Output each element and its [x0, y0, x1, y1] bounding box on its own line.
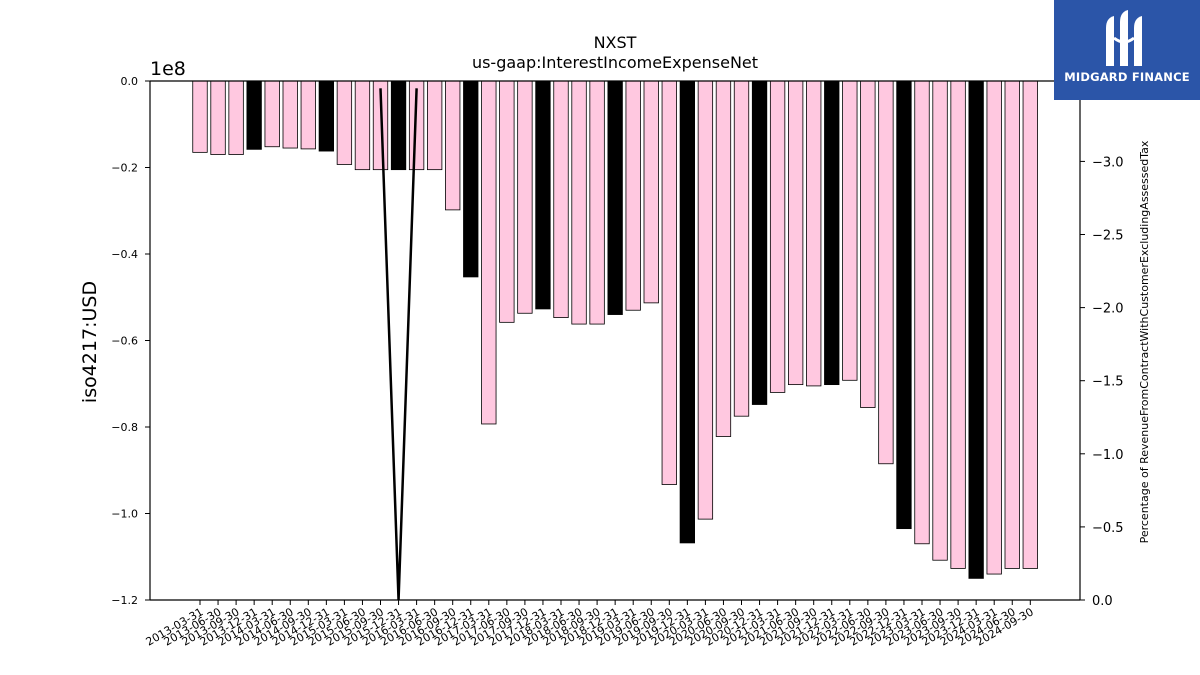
bar	[860, 80, 876, 408]
logo: MIDGARD FINANCE	[1054, 0, 1200, 100]
y-tick-label: −1.0	[111, 508, 138, 521]
bar	[318, 80, 335, 152]
bar	[445, 80, 461, 211]
chart-subtitle: us-gaap:InterestIncomeExpenseNet	[472, 53, 758, 72]
bar	[788, 80, 804, 386]
bar	[210, 80, 226, 155]
bar	[896, 80, 912, 530]
bar	[806, 80, 822, 387]
y2-tick-label: −1.0	[1092, 448, 1124, 463]
bar	[571, 80, 587, 325]
bar	[661, 80, 677, 485]
bar	[878, 80, 894, 465]
y-tick-label: −0.8	[111, 421, 138, 434]
y-offset-label: 1e8	[150, 58, 186, 80]
y2-tick-label: −2.5	[1092, 229, 1124, 244]
bar	[751, 80, 768, 405]
bar	[282, 80, 298, 149]
bar	[300, 80, 316, 150]
bar	[228, 80, 244, 155]
bar	[192, 80, 208, 153]
bar	[463, 80, 479, 278]
bar	[390, 80, 407, 171]
y-tick-label: 0.0	[121, 75, 139, 88]
bar	[336, 80, 353, 165]
bar	[643, 80, 659, 304]
bar	[354, 80, 371, 171]
bar	[914, 80, 930, 545]
y-axis-label: iso4217:USD	[79, 281, 101, 403]
bar	[481, 80, 497, 425]
bar	[968, 80, 984, 579]
y2-tick-label: −0.5	[1092, 521, 1124, 536]
y2-tick-label: −1.5	[1092, 375, 1124, 390]
bar	[625, 80, 641, 311]
bar	[769, 80, 786, 393]
bar	[986, 80, 1002, 575]
y-tick-label: −1.2	[111, 594, 138, 607]
y-tick-label: −0.6	[111, 335, 138, 348]
bar	[426, 80, 443, 171]
bar	[589, 80, 605, 325]
y-tick-label: −0.4	[111, 248, 138, 261]
bars-group	[192, 80, 1038, 579]
y2-tick-label: −3.0	[1092, 155, 1124, 170]
bar	[1004, 80, 1020, 569]
bar	[499, 80, 515, 323]
y2-tick-label: −2.0	[1092, 302, 1124, 317]
bar	[715, 80, 732, 437]
chart-title: NXST	[594, 33, 637, 52]
bar	[950, 80, 966, 569]
bar	[553, 80, 569, 318]
logo-mark-icon	[1106, 10, 1142, 66]
bar	[824, 80, 840, 386]
bar	[697, 80, 714, 520]
bar	[264, 80, 280, 148]
bar	[932, 80, 948, 561]
bar	[517, 80, 533, 314]
bar	[679, 80, 695, 544]
logo-text: MIDGARD FINANCE	[1064, 70, 1190, 84]
bar	[607, 80, 623, 315]
y2-axis-label: Percentage of RevenueFromContractWithCus…	[1138, 140, 1151, 543]
bar	[842, 80, 858, 381]
y2-tick-label: 0.0	[1092, 594, 1113, 609]
bar	[733, 80, 750, 417]
axes-group: 0.0 −0.2 −0.4 −0.6 −0.8 −1.0 −1.2 0.0 −0.5 −1.0 −1…	[111, 75, 1123, 649]
bar	[535, 80, 551, 310]
bar	[246, 80, 262, 150]
bar	[1022, 80, 1038, 569]
y-tick-label: −0.2	[111, 162, 138, 175]
